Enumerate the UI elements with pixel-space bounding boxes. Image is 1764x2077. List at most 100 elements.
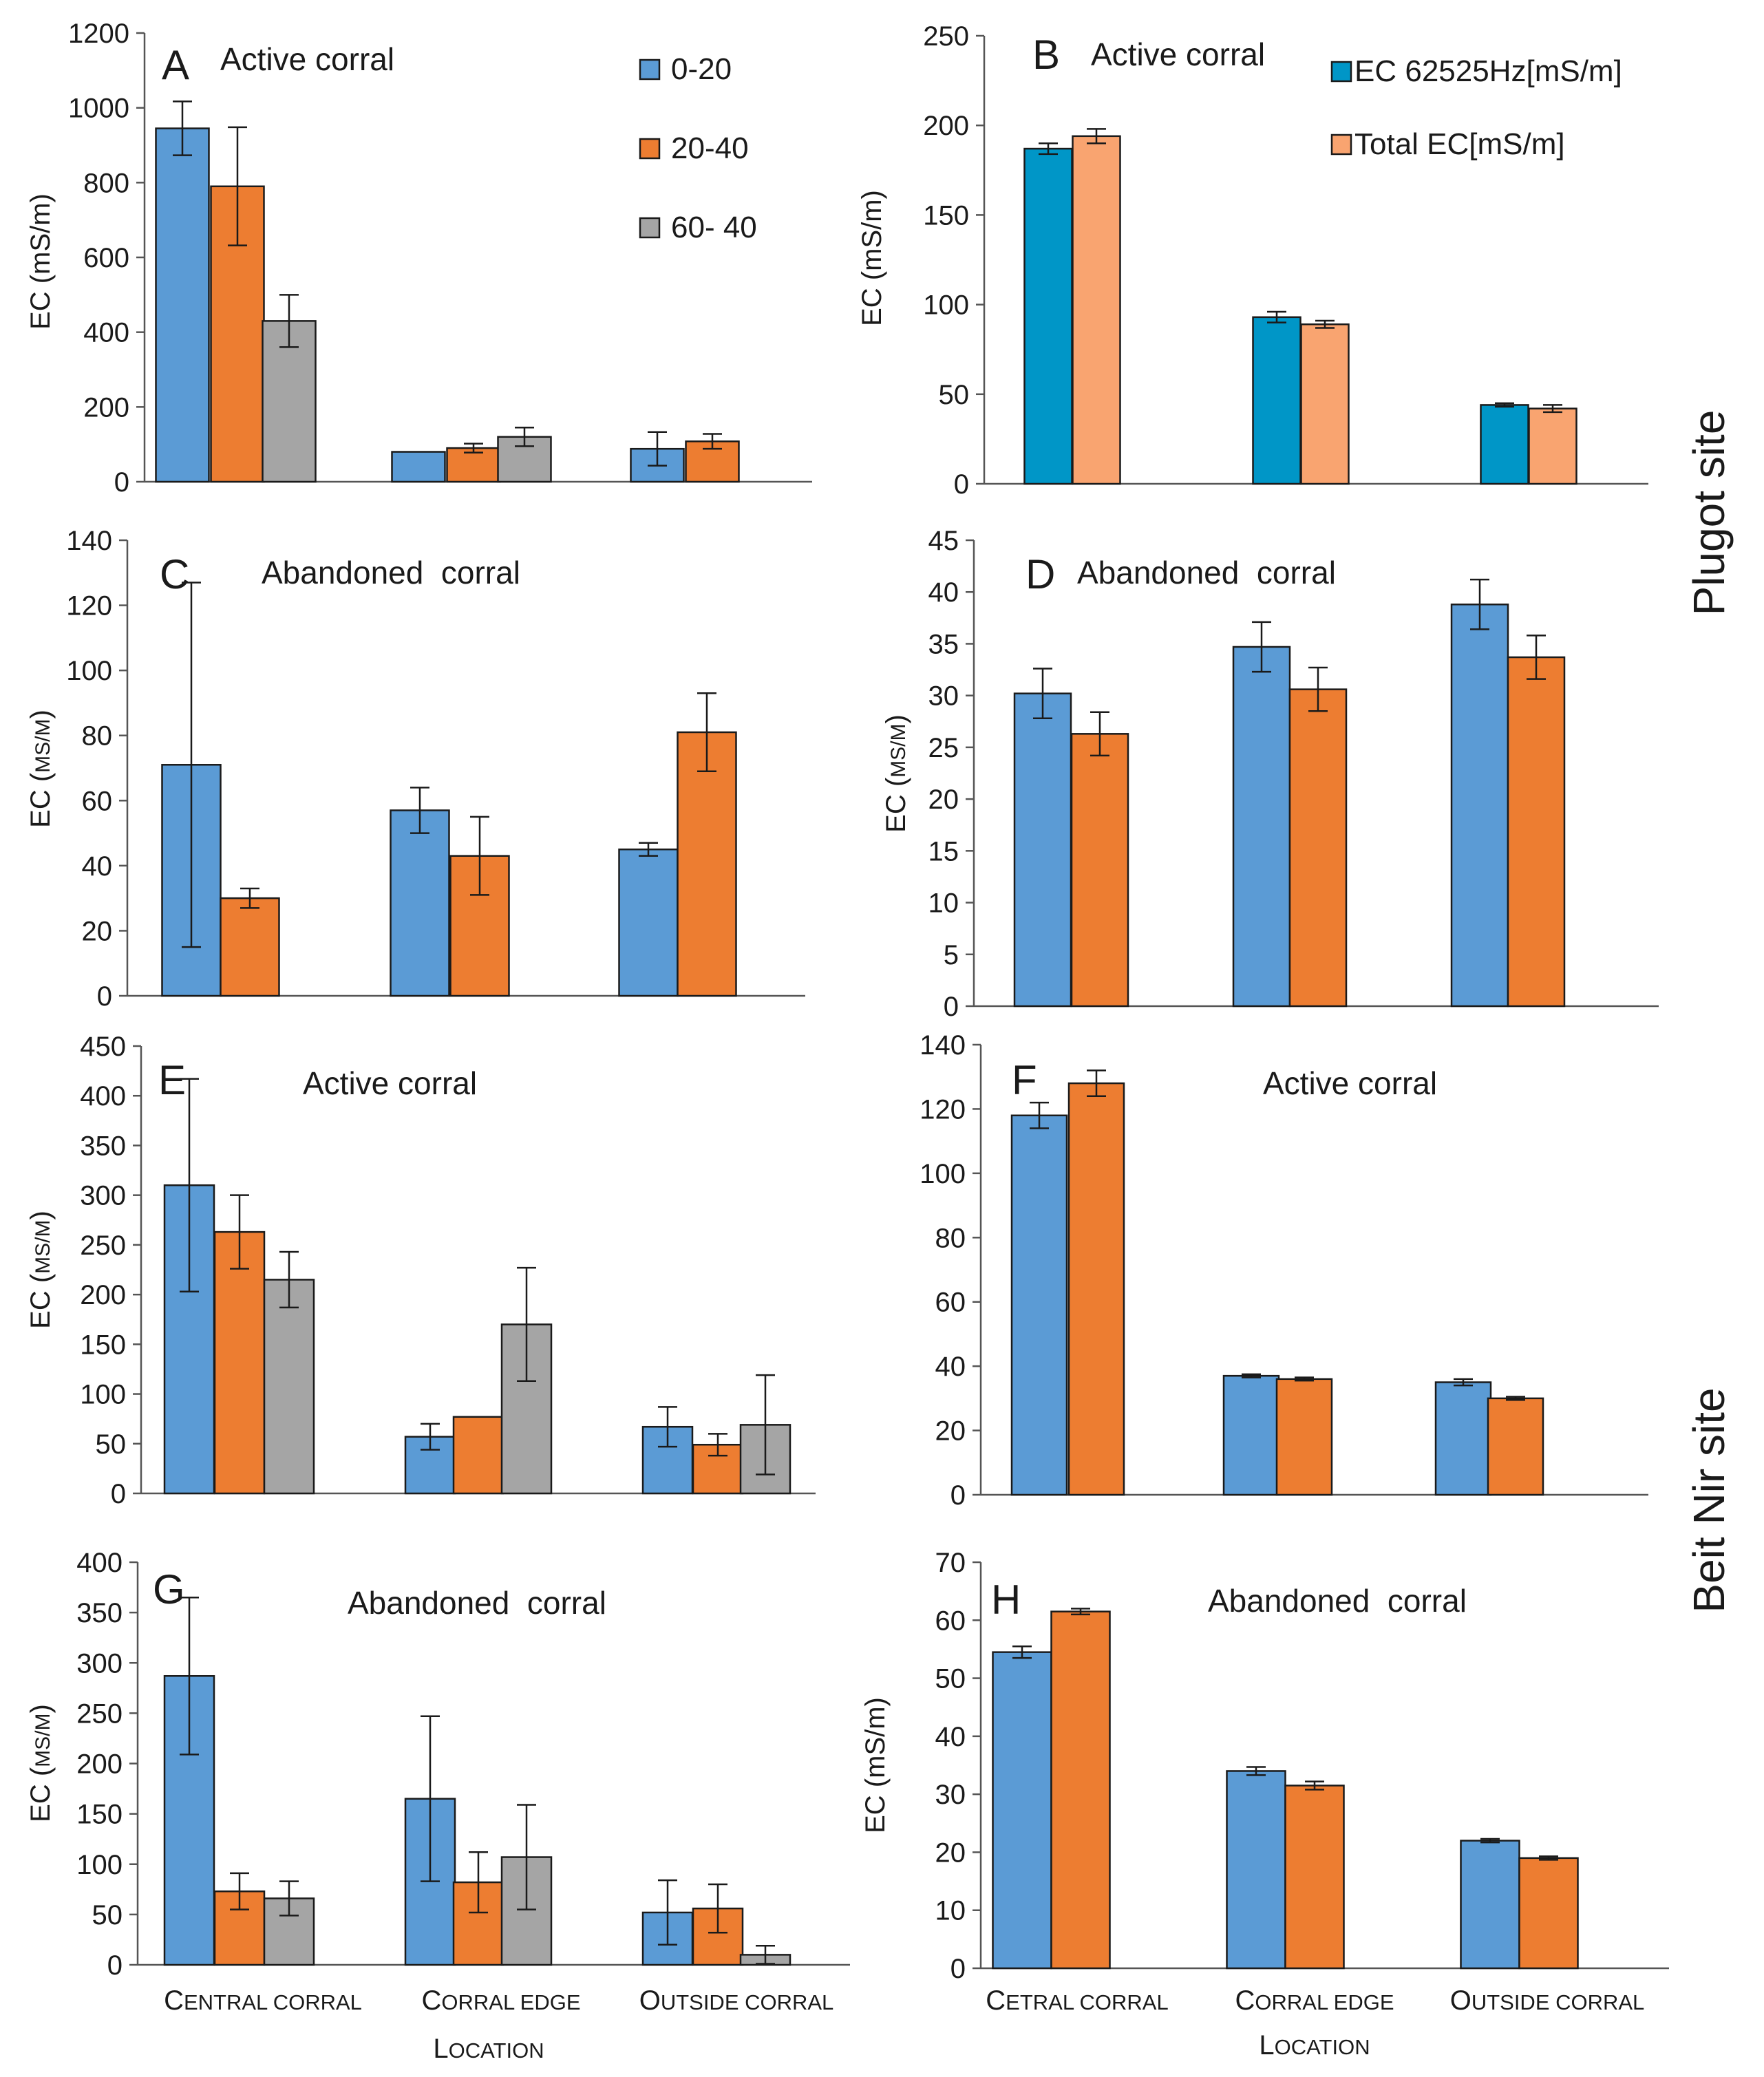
panel-f-ytick-label: 0 xyxy=(950,1480,966,1511)
panel-f: 0 20 40 60 80 100 120 140 F Active corral xyxy=(920,1030,1648,1511)
panel-f-ytick-label: 60 xyxy=(935,1288,966,1318)
panel-e-error-bar-1-3 xyxy=(658,1406,677,1448)
panel-d-bar-2-1 xyxy=(1070,733,1129,1008)
panel-e-ytick-label: 250 xyxy=(80,1231,126,1261)
panel-f-error-bar-2-1 xyxy=(1087,1069,1106,1097)
site-label-beit-nir: Beit Nir site xyxy=(1684,1387,1734,1612)
panel-a-ytick-label: 800 xyxy=(83,168,129,198)
panel-f-error-bar-1-3 xyxy=(1454,1378,1473,1387)
panel-h-ytick-label: 60 xyxy=(935,1606,966,1636)
panel-f-bar-1-3 xyxy=(1434,1381,1492,1496)
panel-g-error-bar-1-3 xyxy=(658,1879,677,1946)
panel-e-bar-2-1 xyxy=(213,1231,266,1495)
panel-a-error-bar-2-3 xyxy=(703,433,722,450)
panel-f-error-bar-1-1 xyxy=(1030,1101,1049,1129)
panel-d-letter: D xyxy=(1026,551,1055,597)
panel-e-error-bar-3-1 xyxy=(279,1250,299,1309)
panel-e-ytick-label: 200 xyxy=(80,1280,126,1310)
panel-c-bar-1-3 xyxy=(618,848,679,997)
panel-a-letter: A xyxy=(162,42,189,88)
panel-f-ytick-label: 80 xyxy=(935,1223,966,1253)
panel-d-ytick-label: 30 xyxy=(928,681,959,712)
panel-d-bar-1-1 xyxy=(1013,692,1072,1008)
panel-e-letter: E xyxy=(158,1057,186,1103)
x-category-right-1: CETRAL CORRAL xyxy=(986,1985,1168,2016)
panel-h-ytick-label: 40 xyxy=(935,1722,966,1752)
panel-f-letter: F xyxy=(1012,1057,1037,1103)
panel-h-ytick-label: 30 xyxy=(935,1780,966,1810)
panel-g-ytick-label: 300 xyxy=(76,1648,123,1679)
panel-b-legend-swatch xyxy=(1330,61,1352,83)
panel-a-error-bar-3-2 xyxy=(515,426,534,447)
panel-d-ytick-label: 0 xyxy=(944,992,959,1022)
panel-d-bar-1-3 xyxy=(1450,604,1509,1008)
panel-f-bar-1-1 xyxy=(1010,1114,1068,1496)
panel-c-error-bar-2-2 xyxy=(470,816,489,896)
panel-h-error-bar-1-1 xyxy=(1012,1645,1032,1659)
panel-b-ytick-label: 200 xyxy=(923,111,969,141)
panel-f-bar-2-3 xyxy=(1487,1397,1544,1496)
panel-c-ytick-label: 120 xyxy=(66,591,112,621)
panel-b-ytick-label: 150 xyxy=(923,200,969,231)
panel-b-ytick-label: 250 xyxy=(923,21,969,52)
panel-b-title: Active corral xyxy=(1091,36,1265,72)
panel-e-ytick-label: 150 xyxy=(80,1330,126,1360)
panel-d-error-bar-2-2 xyxy=(1308,666,1328,712)
panel-f-bar-2-1 xyxy=(1067,1082,1125,1496)
panel-h-ytick-label: 0 xyxy=(950,1954,966,1984)
panel-e-ytick-label: 50 xyxy=(96,1429,127,1460)
panel-b-error-bar-1-1 xyxy=(1039,142,1058,156)
panel-f-ytick-label: 20 xyxy=(935,1416,966,1447)
panel-g-error-bar-1-1 xyxy=(180,1596,199,1756)
panel-e-ytick-label: 350 xyxy=(80,1131,126,1161)
panel-g-ytick-label: 150 xyxy=(76,1800,123,1830)
panel-g-error-bar-1-2 xyxy=(421,1715,440,1882)
panel-h-y-axis-label: EC (mS/m) xyxy=(860,1697,891,1833)
panel-g-ytick-label: 350 xyxy=(76,1598,123,1628)
panel-a-error-bar-1-1 xyxy=(173,100,192,156)
panel-h-bar-1-2 xyxy=(1226,1770,1286,1970)
panel-d-ytick-label: 40 xyxy=(928,577,959,608)
panel-b-error-bar-2-2 xyxy=(1315,319,1335,329)
panel-e-error-bar-1-2 xyxy=(421,1423,440,1451)
panel-b: 0 50 100 150 200 250 EC (mS/m) B Active corral EC… xyxy=(857,21,1648,500)
panel-d-ytick-label: 10 xyxy=(928,888,959,919)
panel-c-y-axis-label: EC (MS/M) xyxy=(25,710,56,828)
panel-c-ytick-label: 20 xyxy=(82,916,113,946)
panel-f-ytick-label: 120 xyxy=(920,1094,966,1125)
panel-d-error-bar-2-3 xyxy=(1527,635,1546,680)
panel-b-ytick-label: 50 xyxy=(939,380,970,410)
panel-d-bar-1-2 xyxy=(1232,646,1291,1008)
panel-e-error-bar-2-3 xyxy=(708,1433,727,1457)
panel-c-ytick-label: 40 xyxy=(82,851,113,882)
panel-d-bar-2-2 xyxy=(1288,688,1348,1008)
panel-c-error-bar-1-2 xyxy=(410,787,429,834)
panel-h-error-bar-1-2 xyxy=(1246,1766,1266,1776)
x-category-right-2: CORRAL EDGE xyxy=(1235,1985,1394,2016)
panel-d-ytick-label: 35 xyxy=(928,629,959,659)
panel-d-error-bar-1-3 xyxy=(1470,578,1489,630)
panel-f-bar-2-2 xyxy=(1275,1378,1333,1496)
panel-b-error-bar-2-3 xyxy=(1543,404,1562,414)
panel-e-y-axis-label: EC (MS/M) xyxy=(25,1211,56,1329)
panel-c-error-bar-1-1 xyxy=(182,582,201,948)
panel-e-ytick-label: 100 xyxy=(80,1380,126,1410)
panel-b-bar-2-3 xyxy=(1528,407,1577,485)
panel-e: 0 50 100 150 200 250 300 350 400 450 EC (MS/M) E Act… xyxy=(25,1032,816,1509)
panel-d: 0 5 10 15 20 25 30 35 40 45 EC (MS/M) D Abandoned co… xyxy=(881,526,1659,1022)
x-axis-labels: CENTRAL CORRAL CORRAL EDGE OUTSIDE CORRAL C… xyxy=(164,1985,1644,2064)
panel-c-ytick-label: 0 xyxy=(97,981,112,1012)
panel-h-ytick-label: 10 xyxy=(935,1896,966,1926)
panel-h-error-bar-2-3 xyxy=(1539,1855,1558,1861)
panel-f-bar-1-2 xyxy=(1222,1374,1280,1496)
panel-a-y-axis-label: EC (mS/m) xyxy=(25,193,56,330)
panel-a-ytick-label: 1200 xyxy=(68,19,129,49)
panel-h-bar-1-1 xyxy=(992,1651,1052,1970)
panel-d-error-bar-1-2 xyxy=(1252,621,1271,673)
panel-h-ytick-label: 70 xyxy=(935,1548,966,1578)
panel-d-error-bar-1-1 xyxy=(1033,668,1052,720)
panel-a-legend-swatch xyxy=(639,138,661,160)
panel-b-bar-2-1 xyxy=(1072,135,1121,485)
x-axis-title-right: LOCATION xyxy=(1259,2030,1370,2060)
